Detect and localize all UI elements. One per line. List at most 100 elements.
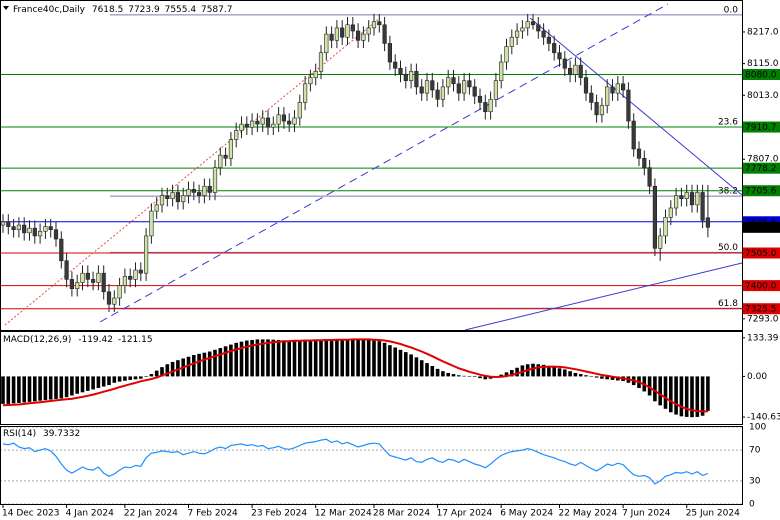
macd-bar <box>419 360 424 377</box>
y-tick-label: 0.00 <box>747 372 767 382</box>
macd-bar <box>605 376 609 380</box>
macd-bar <box>340 339 344 377</box>
candle-body <box>398 67 403 75</box>
candle-body <box>626 89 631 122</box>
macd-bar <box>441 371 445 377</box>
macd-bar <box>647 376 652 396</box>
candle-body <box>324 33 329 54</box>
candle-body <box>514 30 520 38</box>
fib-label: 0.0 <box>724 5 739 15</box>
macd-bar <box>59 376 64 399</box>
macd-bar <box>409 354 413 377</box>
macd-bar <box>38 376 42 401</box>
macd-bar <box>584 375 588 377</box>
macd-bar <box>663 376 668 409</box>
candle-body <box>255 120 260 125</box>
candle-body <box>80 272 85 283</box>
macd-bar <box>510 370 514 377</box>
menu-arrow[interactable] <box>3 6 9 10</box>
header-high: 7723.9 <box>128 5 160 15</box>
x-tick-label: 14 Dec 2023 <box>2 509 60 519</box>
candle-body <box>451 77 456 85</box>
candle-body <box>689 192 695 206</box>
macd-bar <box>435 368 440 377</box>
macd-bar <box>64 376 69 398</box>
macd-bar <box>414 357 419 377</box>
macd-bar <box>308 339 313 377</box>
candle-body <box>456 83 461 94</box>
x-tick-label: 6 May 2024 <box>500 509 553 519</box>
candle-body <box>658 235 663 249</box>
macd-bar <box>669 376 673 413</box>
macd-bar <box>563 369 567 377</box>
x-tick-label: 12 Mar 2024 <box>315 509 372 519</box>
candle-body <box>318 52 324 72</box>
candle-body <box>530 21 536 26</box>
macd-bar <box>117 376 122 382</box>
candle-body <box>355 30 361 41</box>
y-tick-label: 8013.0 <box>747 91 779 101</box>
candle-body <box>128 275 133 280</box>
candle-body <box>673 195 679 209</box>
macd-bar <box>531 363 535 377</box>
macd-bar <box>43 376 48 401</box>
candle-body <box>419 86 424 94</box>
candle-body <box>53 229 59 240</box>
macd-bar <box>504 372 509 377</box>
macd-bar <box>27 376 32 402</box>
y-tick-label: 7807.0 <box>747 155 779 165</box>
macd-bar <box>483 376 488 380</box>
candle-body <box>562 58 567 69</box>
level-label-box <box>743 303 780 315</box>
header-close: 7587.7 <box>201 5 233 15</box>
candle-body <box>340 27 345 38</box>
macd-bar <box>245 340 249 377</box>
macd-value: -119.42 <box>78 335 113 345</box>
x-tick-label: 7 Jun 2024 <box>622 509 671 519</box>
candle-body <box>101 272 106 293</box>
macd-bar <box>388 345 392 377</box>
candle-body <box>96 272 101 283</box>
macd-bar <box>70 376 74 396</box>
macd-bar <box>382 342 387 377</box>
candle-body <box>424 80 430 94</box>
candle-body <box>239 123 244 131</box>
candle-body <box>297 102 302 119</box>
level-label-box <box>743 162 780 174</box>
macd-bar <box>536 364 541 377</box>
macd-bar <box>478 376 482 379</box>
candle-body <box>122 275 127 286</box>
candle-body <box>552 43 557 54</box>
candle-body <box>583 77 589 94</box>
level-label: 7910.7 <box>745 123 777 133</box>
level-label-box <box>743 247 780 259</box>
macd-bar <box>377 341 382 377</box>
candle-body <box>631 120 636 150</box>
x-tick-label: 17 Apr 2024 <box>437 509 493 519</box>
candle-body <box>509 36 514 47</box>
candle-body <box>440 86 446 100</box>
candle-body <box>22 224 27 234</box>
macd-bar <box>48 376 53 400</box>
macd-bar <box>695 376 700 417</box>
macd-bar <box>54 376 58 399</box>
macd-bar <box>398 349 403 377</box>
candle-body <box>149 210 154 237</box>
candle-body <box>276 114 281 125</box>
candle-body <box>504 46 509 63</box>
macd-bar <box>329 339 334 377</box>
candle-body <box>488 99 493 113</box>
candle-body <box>133 269 138 280</box>
x-tick-label: 7 Feb 2024 <box>188 509 239 519</box>
candle-body <box>223 154 228 159</box>
candle-body <box>573 64 578 75</box>
candle-body <box>599 105 604 116</box>
candle-body <box>334 27 340 41</box>
candle-body <box>679 195 684 199</box>
candle-body <box>265 117 271 128</box>
macd-bar <box>75 376 79 394</box>
candle-body <box>329 33 334 41</box>
candle-body <box>615 83 620 94</box>
candle-body <box>620 83 626 91</box>
